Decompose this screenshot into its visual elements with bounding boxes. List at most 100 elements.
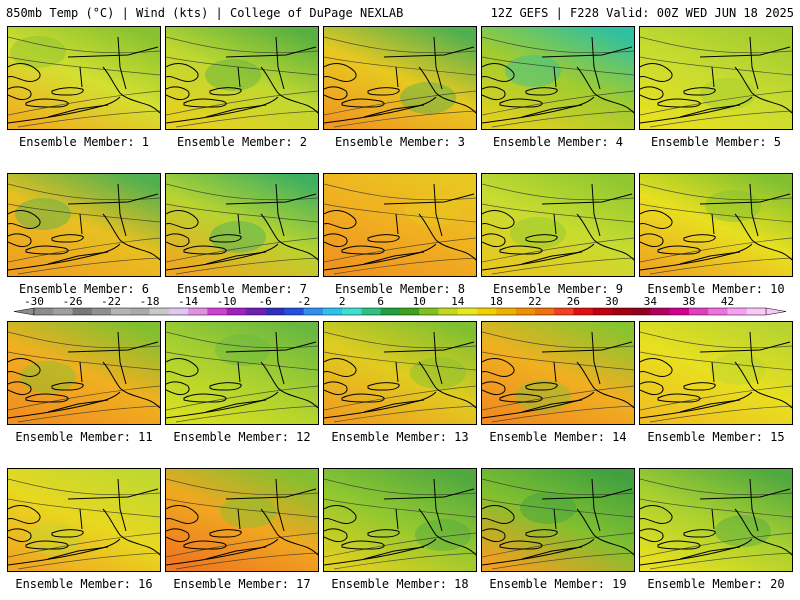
colorbar-swatch xyxy=(669,308,690,315)
ensemble-member-label: Ensemble Member: 15 xyxy=(647,430,785,444)
ensemble-member-map xyxy=(165,468,319,572)
colorbar-swatch xyxy=(207,308,227,315)
ensemble-member-map xyxy=(481,468,635,572)
ensemble-member-map xyxy=(639,173,793,277)
ensemble-member-label: Ensemble Member: 13 xyxy=(331,430,469,444)
ensemble-member-map xyxy=(481,26,635,130)
colorbar-swatch xyxy=(419,308,439,315)
ensemble-member-map xyxy=(639,468,793,572)
colorbar-swatch xyxy=(496,308,516,315)
colorbar-tick-label: 34 xyxy=(644,296,658,308)
colorbar-swatch xyxy=(265,308,285,315)
colorbar-swatch xyxy=(111,308,131,315)
ensemble-member-label: Ensemble Member: 6 xyxy=(18,282,150,296)
ensemble-member-label: Ensemble Member: 9 xyxy=(492,282,624,296)
colorbar-swatch xyxy=(53,308,73,315)
chart-title-left: 850mb Temp (°C) | Wind (kts) | College o… xyxy=(6,6,404,20)
colorbar-swatch xyxy=(149,308,170,315)
colorbar-swatch xyxy=(477,308,497,315)
colorbar-tick-label: 38 xyxy=(682,296,695,308)
colorbar-tick-label: -6 xyxy=(259,296,272,308)
ensemble-member-label: Ensemble Member: 8 xyxy=(334,282,466,296)
colorbar-swatch xyxy=(91,308,112,315)
ensemble-member-label: Ensemble Member: 18 xyxy=(331,577,469,591)
ensemble-member-map xyxy=(481,173,635,277)
colorbar-swatch xyxy=(400,308,420,315)
ensemble-member-map xyxy=(639,321,793,425)
colorbar-tick-label: 18 xyxy=(490,296,503,308)
ensemble-member-label: Ensemble Member: 16 xyxy=(15,577,153,591)
colorbar-swatch xyxy=(515,308,536,315)
colorbar-swatch xyxy=(284,308,304,315)
ensemble-member-label: Ensemble Member: 14 xyxy=(489,430,627,444)
ensemble-member-map xyxy=(639,26,793,130)
ensemble-member-label: Ensemble Member: 3 xyxy=(334,135,466,149)
colorbar-swatch xyxy=(688,308,709,315)
colorbar-swatch xyxy=(554,308,574,315)
colorbar-tick-label: 2 xyxy=(339,296,346,308)
ensemble-member-map xyxy=(7,321,161,425)
colorbar-tick-label: -18 xyxy=(140,296,160,308)
ensemble-member-map xyxy=(7,468,161,572)
colorbar-swatch xyxy=(361,308,382,315)
ensemble-member-label: Ensemble Member: 4 xyxy=(492,135,624,149)
colorbar-swatch xyxy=(727,308,748,315)
colorbar-swatch xyxy=(188,308,208,315)
colorbar-swatch xyxy=(34,308,54,315)
ensemble-member-label: Ensemble Member: 12 xyxy=(173,430,311,444)
colorbar-swatch xyxy=(245,308,266,315)
colorbar-swatch xyxy=(457,308,478,315)
ensemble-member-map xyxy=(7,173,161,277)
ensemble-member-label: Ensemble Member: 19 xyxy=(489,577,627,591)
colorbar-tick-label: 30 xyxy=(605,296,618,308)
colorbar-swatch xyxy=(746,308,767,315)
colorbar-swatch xyxy=(631,308,651,315)
colorbar-swatch xyxy=(611,308,632,315)
ensemble-member-map xyxy=(481,321,635,425)
colorbar-tick-label: 22 xyxy=(528,296,541,308)
temperature-colorbar: -30 -26 -22 -18 -14 -10 -6 -2 2 6 10 14 18 22 26 30 34 38… xyxy=(13,296,787,316)
ensemble-member-label: Ensemble Member: 10 xyxy=(647,282,785,296)
ensemble-member-label: Ensemble Member: 17 xyxy=(173,577,311,591)
colorbar-swatch xyxy=(438,308,459,315)
colorbar-swatch xyxy=(322,308,343,315)
colorbar-swatch xyxy=(650,308,670,315)
ensemble-member-map xyxy=(165,26,319,130)
colorbar-swatch xyxy=(573,308,593,315)
ensemble-member-label: Ensemble Member: 11 xyxy=(15,430,153,444)
colorbar-low-arrow xyxy=(13,307,35,316)
colorbar-swatch xyxy=(708,308,728,315)
colorbar-swatch xyxy=(534,308,555,315)
colorbar-tick-label: -26 xyxy=(63,296,83,308)
colorbar-tick-label: 14 xyxy=(451,296,465,308)
ensemble-member-label: Ensemble Member: 2 xyxy=(176,135,308,149)
colorbar-swatch xyxy=(226,308,247,315)
chart-title-right: 12Z GEFS | F228 Valid: 00Z WED JUN 18 20… xyxy=(490,6,794,20)
ensemble-member-label: Ensemble Member: 1 xyxy=(18,135,150,149)
colorbar-tick-label: 6 xyxy=(377,296,384,308)
ensemble-member-map xyxy=(323,26,477,130)
ensemble-member-label: Ensemble Member: 5 xyxy=(650,135,782,149)
colorbar-tick-label: -10 xyxy=(217,296,237,308)
colorbar-swatch xyxy=(592,308,613,315)
colorbar-tick-label: 26 xyxy=(567,296,580,308)
ensemble-member-map xyxy=(7,26,161,130)
ensemble-member-map xyxy=(323,173,477,277)
ensemble-member-label: Ensemble Member: 7 xyxy=(176,282,308,296)
colorbar-swatch xyxy=(168,308,189,315)
colorbar-swatch xyxy=(342,308,362,315)
colorbar-tick-label: -2 xyxy=(297,296,310,308)
ensemble-member-map xyxy=(323,468,477,572)
ensemble-member-label: Ensemble Member: 20 xyxy=(647,577,785,591)
colorbar-tick-label: 10 xyxy=(413,296,426,308)
colorbar-swatch xyxy=(303,308,324,315)
colorbar-tick-label: -22 xyxy=(101,296,121,308)
colorbar-tick-label: 42 xyxy=(721,296,734,308)
colorbar-swatch xyxy=(72,308,93,315)
ensemble-member-map xyxy=(165,173,319,277)
colorbar-tick-label: -14 xyxy=(178,296,198,308)
colorbar-tick-label: -30 xyxy=(24,296,44,308)
colorbar-high-arrow xyxy=(765,307,787,316)
ensemble-member-map xyxy=(323,321,477,425)
ensemble-member-map xyxy=(165,321,319,425)
